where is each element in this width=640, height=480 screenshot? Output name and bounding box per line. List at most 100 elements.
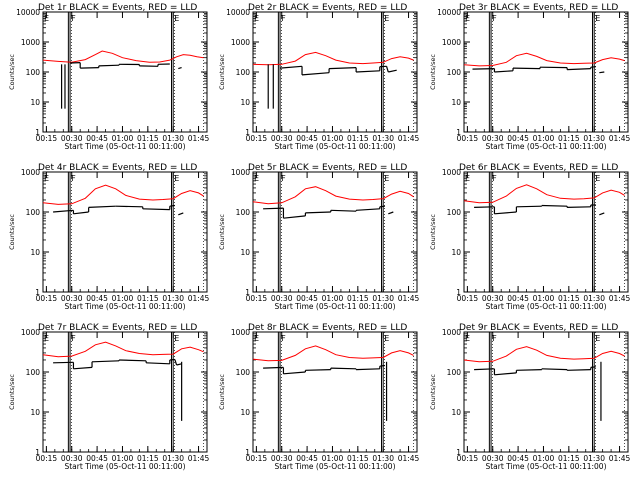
events-series-segment: [379, 205, 385, 208]
marker-flag: F: [281, 174, 286, 183]
panel-7: Det 7r BLACK = Events, RED = LLD 1 10 100 10…: [8, 323, 210, 471]
events-step: [385, 66, 389, 73]
panel-9: Det 9r BLACK = Events, RED = LLD 1 10 100 10…: [429, 323, 631, 471]
events-series-segment: [53, 361, 74, 364]
events-series-segment: [329, 67, 357, 70]
x-tick-label: 01:00: [322, 294, 344, 303]
lld-series-line: [463, 52, 625, 67]
y-tick-label: 10: [30, 408, 40, 417]
y-tick-label: 10: [240, 248, 250, 257]
marker-flag: E: [384, 334, 389, 343]
lld-series-line: [252, 186, 414, 205]
x-tick-label: 01:30: [372, 294, 394, 303]
events-series-segment: [541, 368, 568, 371]
panel-4: Det 4r BLACK = Events, RED = LLD 1 10 100 10…: [8, 163, 210, 311]
y-tick-label: 1000: [231, 38, 250, 47]
lld-series-line: [463, 184, 625, 204]
plot-frame: [463, 171, 629, 293]
x-tick-label: 00:15: [457, 134, 479, 143]
x-tick-label: 01:30: [583, 134, 605, 143]
y-tick-label: 1: [245, 128, 250, 137]
x-axis-label: Start Time (05-Oct-11 00:11:00): [485, 462, 606, 471]
events-series-segment: [169, 204, 175, 207]
events-series-segment: [283, 371, 306, 375]
marker-flag: E: [254, 174, 259, 183]
events-series-segment: [474, 368, 495, 371]
x-tick-label: 01:15: [558, 134, 580, 143]
x-tick-label: 00:15: [36, 294, 58, 303]
events-series-segment: [330, 209, 357, 212]
x-tick-label: 01:30: [372, 134, 394, 143]
events-series-segment: [494, 211, 517, 215]
panel-title: Det 6r BLACK = Events, RED = LLD: [459, 163, 618, 173]
x-axis-label: Start Time (05-Oct-11 00:11:00): [485, 142, 606, 151]
y-axis-label: Counts/sec: [429, 214, 437, 250]
plot-frame: [42, 171, 208, 293]
marker-flag: E: [465, 174, 470, 183]
y-tick-label: 10: [451, 248, 461, 257]
y-axis-label: Counts/sec: [8, 214, 16, 250]
marker-flag: E: [465, 14, 470, 23]
marker-flag: E: [254, 14, 259, 23]
x-tick-label: 00:15: [246, 134, 268, 143]
events-series-segment: [305, 211, 331, 214]
events-series-segment: [80, 67, 99, 69]
x-axis-label: Start Time (05-Oct-11 00:11:00): [485, 302, 606, 311]
panel-title: Det 2r BLACK = Events, RED = LLD: [248, 3, 407, 13]
x-tick-label: 00:45: [296, 294, 318, 303]
x-tick-label: 00:45: [507, 454, 529, 463]
y-tick-label: 100: [236, 208, 251, 217]
x-tick-label: 01:00: [322, 454, 344, 463]
x-tick-label: 00:45: [86, 454, 108, 463]
marker-flag: E: [254, 334, 259, 343]
y-tick-label: 100: [26, 368, 41, 377]
x-tick-label: 00:45: [507, 294, 529, 303]
x-tick-label: 01:45: [188, 454, 210, 463]
x-tick-label: 01:30: [583, 454, 605, 463]
y-axis-label: Counts/sec: [8, 374, 16, 410]
x-tick-label: 01:00: [322, 134, 344, 143]
x-tick-label: 01:45: [398, 294, 420, 303]
y-tick-label: 1: [456, 288, 461, 297]
y-tick-label: 1000: [21, 38, 40, 47]
x-tick-label: 00:15: [457, 454, 479, 463]
panel-title: Det 7r BLACK = Events, RED = LLD: [38, 323, 197, 333]
marker-flag: E: [465, 334, 470, 343]
marker-flag: E: [595, 14, 600, 23]
events-series-segment: [53, 209, 74, 213]
x-tick-label: 01:45: [188, 134, 210, 143]
events-series-segment: [356, 368, 380, 371]
x-tick-label: 01:15: [558, 294, 580, 303]
marker-flag: F: [71, 334, 76, 343]
x-tick-label: 01:15: [137, 294, 159, 303]
marker-flag: F: [492, 174, 497, 183]
events-series-segment: [263, 207, 284, 210]
marker-flag: E: [44, 14, 49, 23]
events-series-segment: [146, 362, 170, 365]
marker-flag: E: [174, 334, 179, 343]
y-tick-label: 100: [236, 368, 251, 377]
events-series-segment: [512, 67, 541, 70]
events-series-segment: [567, 369, 591, 371]
x-tick-label: 00:45: [296, 134, 318, 143]
y-axis-label: Counts/sec: [429, 54, 437, 90]
x-tick-label: 01:15: [558, 454, 580, 463]
events-series-segment: [541, 204, 568, 207]
panel-title: Det 3r BLACK = Events, RED = LLD: [459, 3, 618, 13]
marker-flag: E: [595, 334, 600, 343]
y-tick-label: 10: [451, 408, 461, 417]
panel-8: Det 8r BLACK = Events, RED = LLD 1 10 100 10…: [218, 323, 420, 471]
events-series-segment: [98, 64, 120, 67]
events-series-segment: [472, 68, 495, 70]
y-tick-label: 1000: [231, 168, 250, 177]
x-tick-label: 01:15: [347, 294, 369, 303]
x-tick-label: 01:00: [112, 294, 134, 303]
lld-series-line: [42, 50, 204, 63]
y-tick-label: 10: [240, 98, 250, 107]
events-series-segment: [567, 68, 591, 71]
y-tick-label: 100: [26, 68, 41, 77]
events-series-segment: [599, 212, 605, 216]
marker-flag: F: [492, 334, 497, 343]
events-series-segment: [356, 208, 380, 211]
x-axis-label: Start Time (05-Oct-11 00:11:00): [64, 142, 185, 151]
